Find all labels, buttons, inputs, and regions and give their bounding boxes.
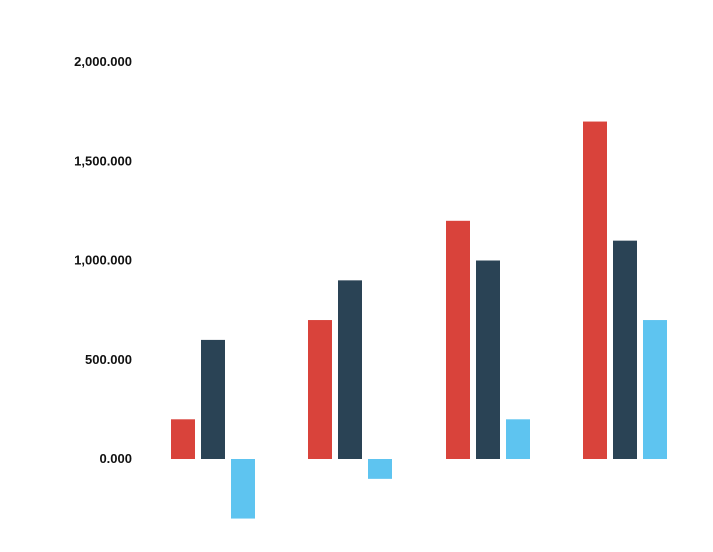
bar-series-3-group-4	[643, 320, 667, 459]
bar-series-2-group-2	[338, 280, 362, 459]
y-tick-label: 500.000	[85, 352, 132, 367]
y-tick-label: 0.000	[99, 451, 132, 466]
y-axis-ticks: 0.000 500.000 1,000.000 1,500.000 2,000.000	[74, 54, 132, 466]
bar-series-2-group-1	[201, 339, 225, 459]
bars	[171, 121, 667, 519]
bar-series-1-group-2	[308, 320, 332, 459]
bar-series-1-group-4	[583, 121, 607, 460]
bar-series-1-group-3	[446, 220, 470, 459]
bar-series-2-group-3	[476, 260, 500, 459]
bar-series-3-group-1	[231, 459, 255, 519]
bar-series-1-group-1	[171, 419, 195, 459]
bar-series-2-group-4	[613, 240, 637, 459]
bar-series-3-group-3	[506, 419, 530, 459]
y-tick-label: 1,000.000	[74, 253, 132, 268]
y-tick-label: 2,000.000	[74, 54, 132, 69]
y-tick-label: 1,500.000	[74, 153, 132, 168]
bar-series-3-group-2	[368, 459, 392, 479]
